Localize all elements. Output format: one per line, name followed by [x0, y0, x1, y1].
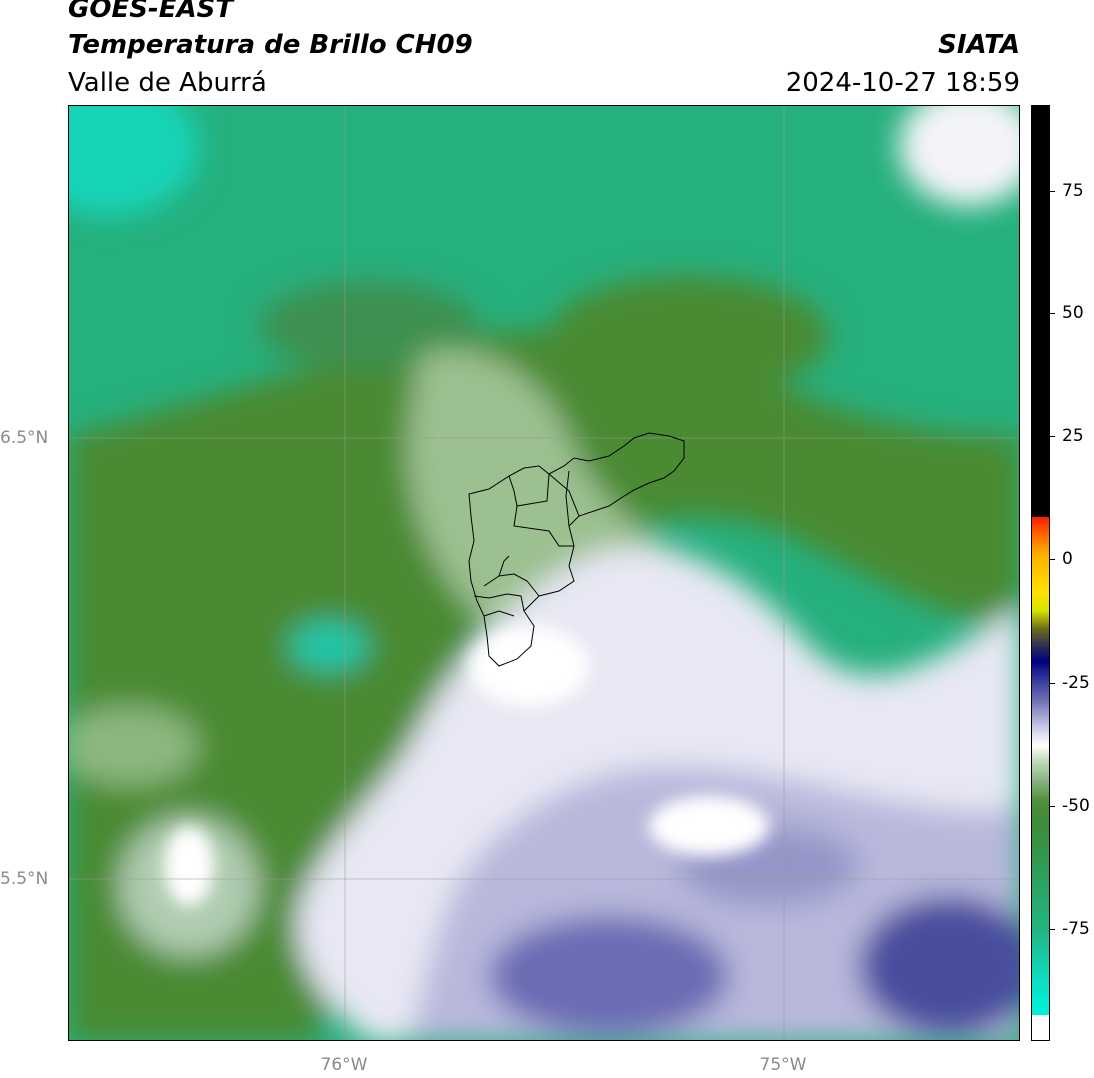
green-patch-northwest — [259, 281, 479, 371]
lat-label-5-5n: 5.5°N — [0, 869, 49, 889]
colorbar-label-minus-75: -75 — [1062, 919, 1090, 939]
colorbar-label-75: 75 — [1062, 181, 1084, 201]
colorbar-tick — [1050, 929, 1055, 930]
colorbar-tick — [1050, 313, 1055, 314]
colorbar-tick — [1050, 806, 1055, 807]
colorbar-tick — [1050, 683, 1055, 684]
white-peak-west — [164, 826, 214, 906]
lon-label-75w: 75°W — [759, 1055, 807, 1075]
datetime-label: 2024-10-27 18:59 — [785, 68, 1020, 98]
colorbar-label-minus-50: -50 — [1062, 796, 1090, 816]
colorbar — [1031, 105, 1050, 1041]
green-patch-north — [549, 276, 829, 396]
brand-label: SIATA — [938, 30, 1020, 60]
municipal-boundaries — [468, 432, 685, 667]
white-cloud-northeast — [899, 106, 1019, 206]
white-peak-center — [469, 626, 589, 706]
colorbar-label-0: 0 — [1062, 549, 1073, 569]
colorbar-tick — [1050, 559, 1055, 560]
blue-core-south — [489, 916, 729, 1036]
dark-green-region — [69, 330, 1019, 1040]
lat-label-6-5n: 6.5°N — [0, 428, 49, 448]
blue-core-southeast — [859, 896, 1019, 1036]
white-peak-east — [649, 796, 769, 856]
cyan-spot — [289, 621, 369, 671]
title-satellite: GOES-EAST — [68, 0, 234, 24]
colorbar-tick — [1050, 191, 1055, 192]
cyan-cloud-top — [69, 106, 199, 216]
lon-label-76w: 76°W — [320, 1055, 368, 1075]
light-cluster-west — [69, 706, 199, 786]
colorbar-label-25: 25 — [1062, 426, 1084, 446]
satellite-map[interactable] — [68, 105, 1020, 1041]
colorbar-label-50: 50 — [1062, 303, 1084, 323]
map-canvas — [69, 106, 1019, 1040]
region-label: Valle de Aburrá — [68, 68, 267, 98]
colorbar-tick — [1050, 436, 1055, 437]
title-product: Temperatura de Brillo CH09 — [68, 30, 473, 60]
colorbar-label-minus-25: -25 — [1062, 673, 1090, 693]
